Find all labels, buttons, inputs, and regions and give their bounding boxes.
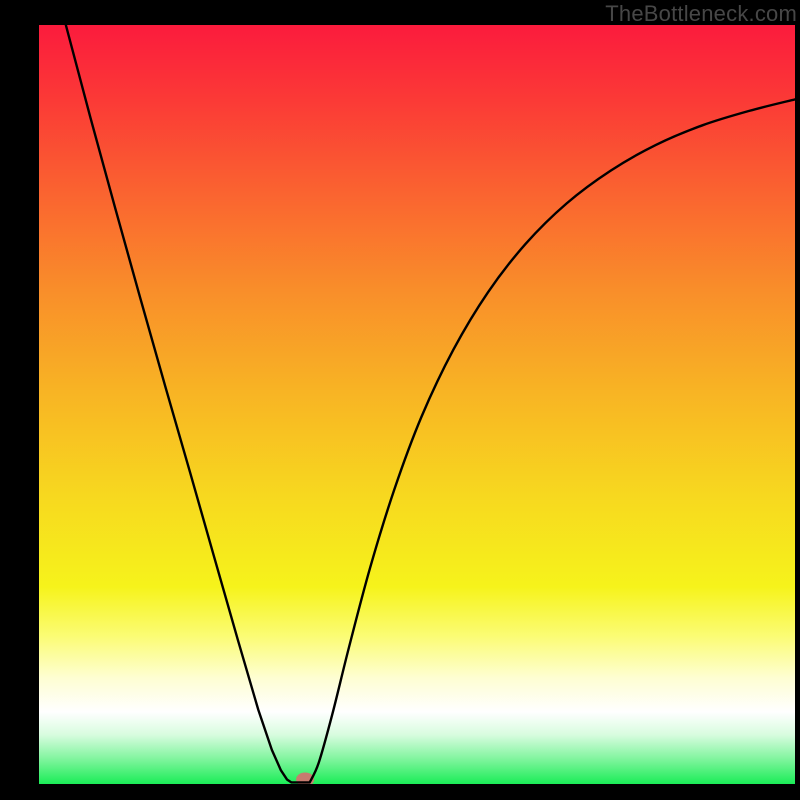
watermark-text: TheBottleneck.com — [605, 1, 797, 27]
chart-plot-area — [39, 25, 795, 784]
bottleneck-curve — [66, 25, 795, 782]
chart-svg — [39, 25, 795, 784]
